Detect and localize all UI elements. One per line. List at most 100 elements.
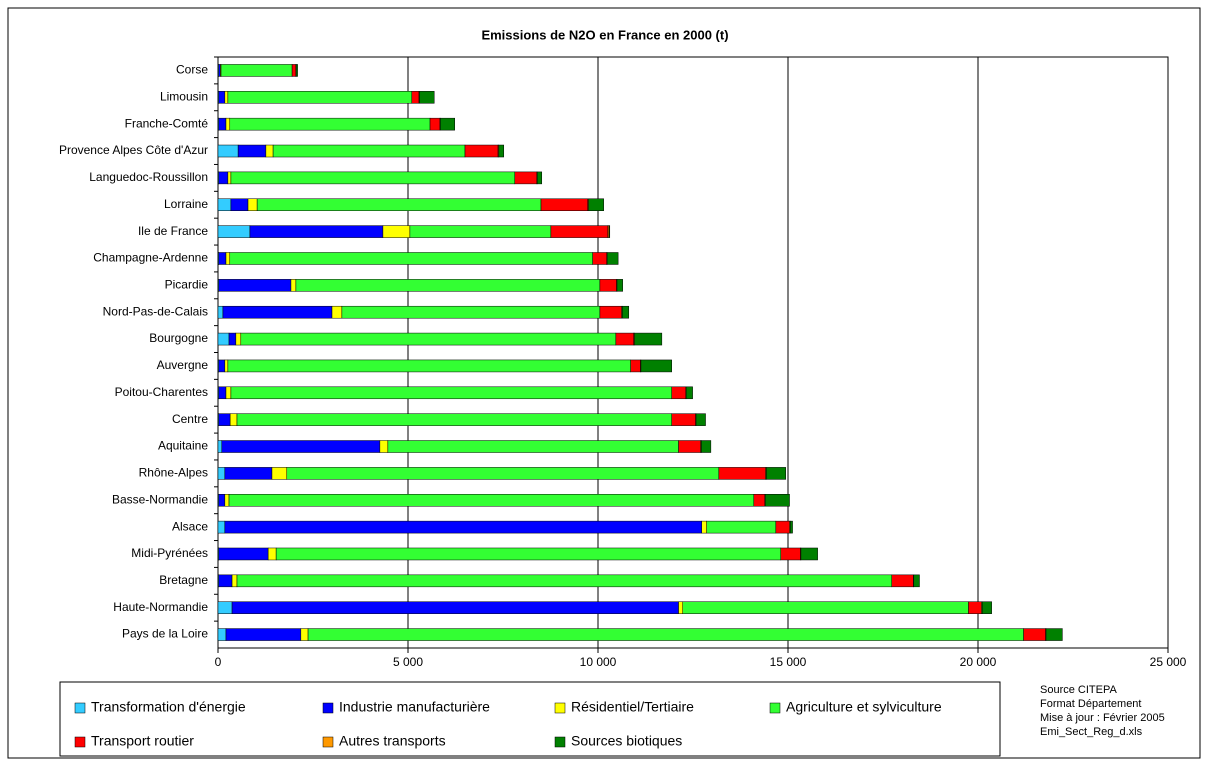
bar-segment: [219, 360, 225, 372]
bar-segment: [465, 145, 498, 157]
bar-segment: [225, 467, 272, 479]
bar-segment: [593, 252, 607, 264]
bar-segment: [225, 360, 228, 372]
legend-label: Sources biotiques: [571, 733, 682, 749]
bar-segment: [641, 360, 672, 372]
bar-segment: [616, 333, 634, 345]
bar-segment: [228, 172, 231, 184]
y-tick-label: Champagne-Ardenne: [93, 251, 208, 265]
y-tick-label: Alsace: [172, 519, 208, 533]
y-tick-label: Poitou-Charentes: [115, 385, 208, 399]
bar-segment: [219, 279, 291, 291]
bar-segment: [600, 306, 622, 318]
bar-segment: [218, 629, 226, 641]
bar-segment: [223, 306, 332, 318]
bar-segment: [230, 252, 593, 264]
bar-segment: [248, 199, 257, 211]
bar-segment: [515, 172, 537, 184]
bar-segment: [266, 145, 273, 157]
bar-segment: [218, 521, 225, 533]
bar-segment: [292, 64, 296, 76]
bar-segment: [222, 441, 380, 453]
bar-segment: [696, 414, 706, 426]
x-tick-label: 10 000: [580, 655, 617, 669]
bar-segment: [388, 441, 679, 453]
bar-segment: [765, 494, 789, 506]
bar-segment: [790, 521, 792, 533]
bar-segment: [231, 199, 248, 211]
y-tick-label: Picardie: [165, 278, 209, 292]
bar-segment: [225, 521, 702, 533]
y-tick-label: Provence Alpes Côte d'Azur: [59, 143, 208, 157]
bar-segment: [707, 521, 776, 533]
bar-segment: [609, 226, 610, 238]
bar-segment: [296, 64, 298, 76]
y-tick-label: Aquitaine: [158, 439, 208, 453]
bar-segment: [230, 118, 430, 130]
legend-swatch: [555, 703, 565, 713]
source-note: Mise à jour : Février 2005: [1040, 712, 1165, 724]
bar-segment: [537, 172, 542, 184]
bar-segment: [237, 575, 892, 587]
bar-segment: [440, 118, 454, 130]
bar-segment: [617, 279, 623, 291]
bar-segment: [219, 494, 225, 506]
legend-swatch: [75, 703, 85, 713]
bar-segment: [622, 306, 628, 318]
bar-segment: [287, 467, 719, 479]
bar-segment: [241, 333, 616, 345]
bar-segment: [781, 548, 801, 560]
bar-segment: [219, 548, 268, 560]
bar-segment: [754, 494, 765, 506]
bar-segment: [219, 172, 228, 184]
bar-segment: [410, 226, 551, 238]
bar-segment: [232, 575, 237, 587]
x-tick-label: 25 000: [1150, 655, 1187, 669]
bar-segment: [499, 145, 504, 157]
bar-segment: [600, 279, 617, 291]
x-tick-label: 5 000: [393, 655, 423, 669]
bar-segment: [419, 91, 434, 103]
bar-segment: [1046, 629, 1062, 641]
bar-segment: [291, 279, 296, 291]
source-note: Emi_Sect_Reg_d.xls: [1040, 726, 1143, 738]
bar-segment: [273, 145, 465, 157]
x-tick-label: 20 000: [960, 655, 997, 669]
bar-segment: [631, 360, 641, 372]
bar-segment: [225, 91, 228, 103]
bar-segment: [218, 602, 232, 614]
y-tick-label: Corse: [176, 63, 208, 77]
bar-segment: [383, 226, 410, 238]
bar-segment: [551, 226, 608, 238]
legend-label: Autres transports: [339, 733, 446, 749]
source-note: Source CITEPA: [1040, 684, 1117, 696]
bar-segment: [219, 387, 226, 399]
bar-segment: [218, 145, 238, 157]
bar-segment: [296, 279, 600, 291]
bar-segment: [218, 226, 250, 238]
y-tick-label: Rhône-Alpes: [139, 466, 208, 480]
bar-segment: [701, 441, 711, 453]
bar-segment: [683, 602, 969, 614]
bar-segment: [219, 575, 232, 587]
legend-swatch: [75, 737, 85, 747]
legend-swatch: [323, 703, 333, 713]
bar-segment: [237, 414, 672, 426]
bar-segment: [226, 387, 231, 399]
bar-segment: [230, 414, 237, 426]
bar-segment: [218, 306, 223, 318]
bar-segment: [226, 252, 230, 264]
y-tick-label: Nord-Pas-de-Calais: [103, 304, 208, 318]
y-tick-label: Auvergne: [157, 358, 209, 372]
bar-segment: [229, 333, 236, 345]
x-tick-label: 15 000: [770, 655, 807, 669]
y-tick-label: Languedoc-Roussillon: [89, 170, 208, 184]
bar-segment: [250, 226, 383, 238]
legend-frame: [60, 682, 1000, 756]
x-tick-label: 0: [215, 655, 222, 669]
bar-segment: [412, 91, 419, 103]
bar-segment: [982, 602, 992, 614]
bar-segment: [1024, 629, 1046, 641]
bar-segment: [380, 441, 388, 453]
